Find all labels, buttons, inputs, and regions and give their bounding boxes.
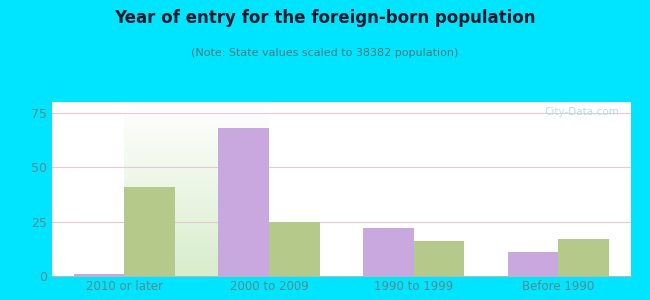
Bar bbox=[218, 128, 269, 276]
Bar bbox=[558, 239, 609, 276]
Text: (Note: State values scaled to 38382 population): (Note: State values scaled to 38382 popu… bbox=[191, 48, 459, 58]
Bar bbox=[413, 241, 464, 276]
Bar bbox=[73, 274, 124, 276]
Bar bbox=[124, 187, 175, 276]
Text: Year of entry for the foreign-born population: Year of entry for the foreign-born popul… bbox=[114, 9, 536, 27]
Bar bbox=[363, 228, 413, 276]
Bar bbox=[508, 252, 558, 276]
Text: City-Data.com: City-Data.com bbox=[544, 107, 619, 117]
Bar bbox=[269, 222, 320, 276]
